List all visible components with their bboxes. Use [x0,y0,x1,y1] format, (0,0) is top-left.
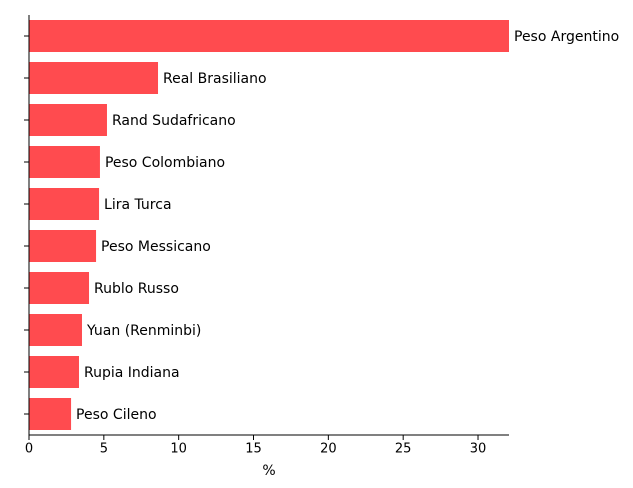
bar [29,398,72,430]
x-tick-label: 5 [100,442,108,457]
bar-label: Peso Colombiano [105,155,225,171]
bar-label: Lira Turca [104,197,172,213]
bar-label: Peso Messicano [101,239,211,255]
x-axis-label: % [262,463,275,479]
bar [29,314,82,346]
bar [29,230,97,262]
x-tick-label: 20 [320,442,337,457]
bar [29,356,79,388]
bar-label: Real Brasiliano [163,71,267,87]
bar-label: Rupia Indiana [84,365,180,381]
bar [29,62,159,94]
x-tick-label: 0 [25,442,33,457]
bar [29,272,90,304]
x-tick-label: 25 [395,442,412,457]
x-tick-label: 15 [245,442,262,457]
bar [29,188,100,220]
bar-label: Rand Sudafricano [112,113,236,129]
bar-label: Peso Argentino [514,29,619,45]
bar-label: Rublo Russo [94,281,179,297]
bar [29,146,100,178]
bar-label: Yuan (Renminbi) [86,323,201,339]
x-tick-label: 10 [170,442,187,457]
bar [29,20,509,52]
bar-label: Peso Cileno [76,407,156,423]
x-tick-label: 30 [470,442,487,457]
bar [29,104,107,136]
